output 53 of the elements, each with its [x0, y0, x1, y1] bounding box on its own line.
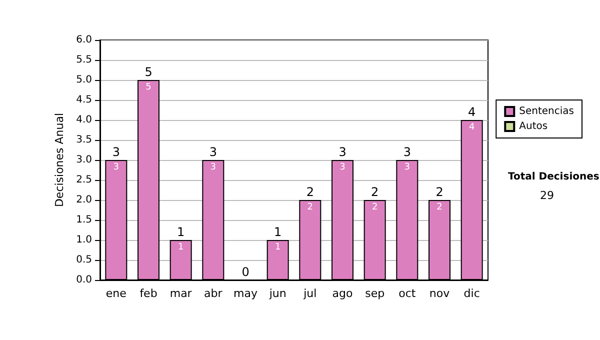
data-label: 4: [468, 122, 475, 132]
y-tick-label: 1.0: [76, 234, 92, 246]
y-tick-label: 2.5: [76, 174, 92, 186]
x-tick-label: sep: [365, 287, 385, 300]
y-tick-label: 4.0: [76, 114, 92, 126]
text: 29: [540, 189, 554, 202]
total-label: 3: [338, 145, 346, 159]
y-tick-label: 0.0: [76, 274, 92, 286]
x-tick-label: oct: [398, 287, 416, 300]
total-label: 2: [436, 185, 444, 199]
total-label: 4: [468, 105, 476, 119]
total-label: 0: [242, 265, 250, 279]
x-tick-label: abr: [204, 287, 223, 300]
x-tick-label: mar: [170, 287, 192, 300]
data-label: 3: [210, 162, 216, 172]
data-label: 2: [372, 202, 378, 212]
y-tick-label: 6.0: [76, 34, 92, 46]
x-tick-label: ene: [106, 287, 127, 300]
x-tick-label: nov: [429, 287, 450, 300]
y-tick-label: 5.5: [76, 54, 92, 66]
y-tick-label: 5.0: [76, 74, 92, 86]
x-tick-label: dic: [464, 287, 480, 300]
y-axis-title: Decisiones Anual: [53, 112, 66, 208]
legend-label: Sentencias: [519, 106, 574, 117]
text: Total Decisiones: [508, 172, 600, 182]
y-tick-label: 3.0: [76, 154, 92, 166]
data-label: 3: [113, 162, 120, 172]
x-tick-label: may: [234, 287, 258, 300]
x-tick-label: jun: [268, 287, 286, 300]
total-label: 5: [144, 65, 152, 79]
x-tick-label: jul: [302, 287, 317, 300]
total-label: 3: [403, 145, 411, 159]
data-label: 2: [307, 202, 314, 212]
x-tick-label: ago: [332, 287, 353, 300]
total-label: 2: [371, 185, 379, 199]
y-tick-label: 1.5: [76, 214, 92, 226]
x-tick-label: feb: [140, 287, 158, 300]
y-tick-label: 0.5: [76, 254, 92, 266]
data-label: 1: [274, 242, 281, 252]
total-label: 2: [306, 185, 314, 199]
data-label: 5: [146, 82, 152, 92]
data-label: 1: [178, 242, 184, 252]
data-label: 2: [436, 202, 442, 212]
data-label: 3: [404, 162, 410, 172]
y-tick-label: 3.5: [76, 134, 92, 146]
y-tick-label: 4.5: [76, 94, 92, 106]
y-tick-label: 2.0: [76, 194, 92, 206]
total-label: 1: [274, 225, 282, 239]
data-label: 3: [340, 162, 346, 172]
total-label: 3: [112, 145, 120, 159]
total-label: 3: [209, 145, 217, 159]
total-label: 1: [177, 225, 185, 239]
legend-label: Autos: [519, 121, 548, 132]
